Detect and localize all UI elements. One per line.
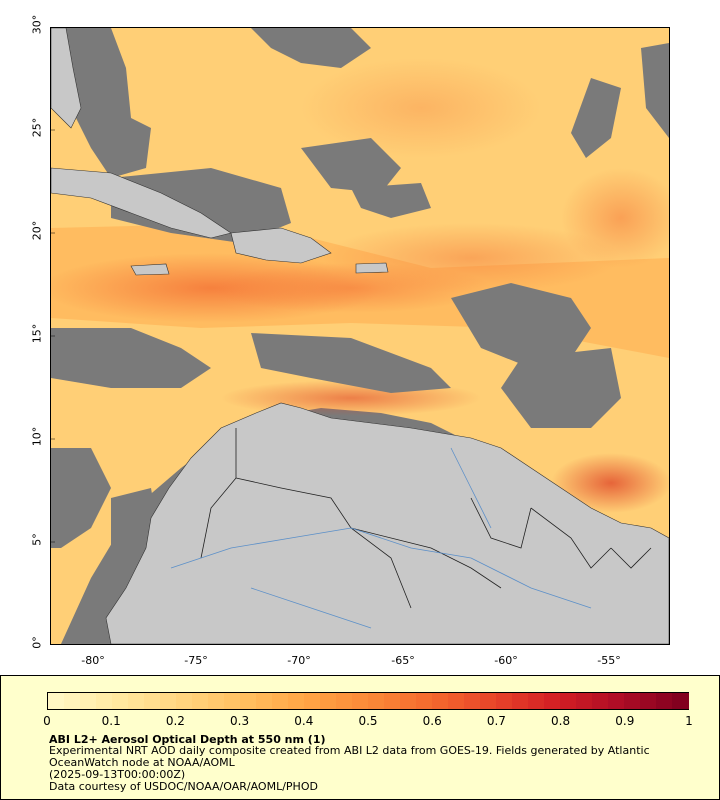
colorbar-segment [672,693,689,709]
colorbar-tick-label: 0.1 [101,714,121,728]
colorbar-tick-label: 0.5 [358,714,378,728]
jamaica [130,263,170,276]
colorbar-segment [144,693,161,709]
colorbar-tick-label: 0 [43,714,51,728]
colorbar-tick-label: 0.8 [551,714,571,728]
colorbar-segment [208,693,225,709]
colorbar-segment [560,693,577,709]
colorbar-segment [432,693,449,709]
legend-credit: Data courtesy of USDOC/NOAA/OAR/AOML/PHO… [49,780,318,793]
rivers [170,447,592,629]
aod-map [50,27,670,645]
colorbar-segment [192,693,209,709]
colorbar-segment [128,693,145,709]
colorbar-segment [496,693,513,709]
colorbar-segment [224,693,241,709]
map-canvas [51,28,669,644]
colorbar-segment [48,693,65,709]
colorbar-tick-label: 0.7 [486,714,506,728]
colorbar-tick-label: 0.2 [165,714,185,728]
colorbar-tick-label: 1 [685,714,693,728]
x-tick-label: -65° [391,654,415,667]
colorbar-segment [592,693,609,709]
colorbar-segment [288,693,305,709]
no-data-patches [51,28,669,588]
colorbar-segment [624,693,641,709]
colorbar-segment [240,693,257,709]
x-tick-label: -80° [81,654,105,667]
colorbar-segment [336,693,353,709]
colorbar-segment [112,693,129,709]
x-tick-label: -75° [184,654,208,667]
colorbar-tick-label: 0.9 [615,714,635,728]
colorbar-segment [608,693,625,709]
colorbar-tick-label: 0.6 [422,714,442,728]
colorbar-segment [272,693,289,709]
colorbar-segment [304,693,321,709]
colorbar-segment [544,693,561,709]
legend-description: Experimental NRT AOD daily composite cre… [49,744,650,757]
y-tick-label: 25° [30,117,44,138]
colorbar-segment [576,693,593,709]
x-tick-label: -60° [494,654,518,667]
land [51,28,669,644]
colorbar-segment [464,693,481,709]
legend-panel: 0 0.1 0.2 0.3 0.4 0.5 0.6 0.7 0.8 0.9 1 ABI L2+ Ae… [0,675,720,800]
puerto-rico [355,262,389,274]
colorbar-segment [400,693,417,709]
y-tick-label: 10° [30,426,44,447]
colorbar-segment [448,693,465,709]
colorbar-segment [368,693,385,709]
x-tick-label: -70° [287,654,311,667]
legend-timestamp: (2025-09-13T00:00:00Z) [49,768,186,781]
y-tick-label: 15° [30,323,44,344]
y-tick-label: 30° [30,14,44,35]
grid [51,129,55,543]
y-tick-label: 0° [30,636,44,649]
colorbar-segment [416,693,433,709]
colorbar-segment [80,693,97,709]
colorbar-segment [96,693,113,709]
x-tick-label: -55° [597,654,621,667]
colorbar-segment [640,693,657,709]
cuba [51,167,232,239]
legend-title: ABI L2+ Aerosol Optical Depth at 550 nm … [49,733,326,746]
y-tick-label: 20° [30,220,44,241]
hispaniola [230,227,332,264]
legend-description-cont: OceanWatch node at NOAA/AOML [49,756,235,769]
colorbar-segment [512,693,529,709]
colorbar-segment [384,693,401,709]
y-tick-label: 5° [30,533,44,546]
colorbar-segment [352,693,369,709]
borders [200,428,652,609]
south-america [105,402,669,644]
colorbar-segment [480,693,497,709]
colorbar-segment [64,693,81,709]
colorbar-segment [176,693,193,709]
colorbar [47,692,689,710]
colorbar-segment [528,693,545,709]
colorbar-segment [656,693,673,709]
colorbar-tick-label: 0.4 [294,714,314,728]
colorbar-segment [160,693,177,709]
colorbar-tick-label: 0.3 [230,714,250,728]
colorbar-segment [256,693,273,709]
colorbar-segment [320,693,337,709]
florida [51,28,82,129]
